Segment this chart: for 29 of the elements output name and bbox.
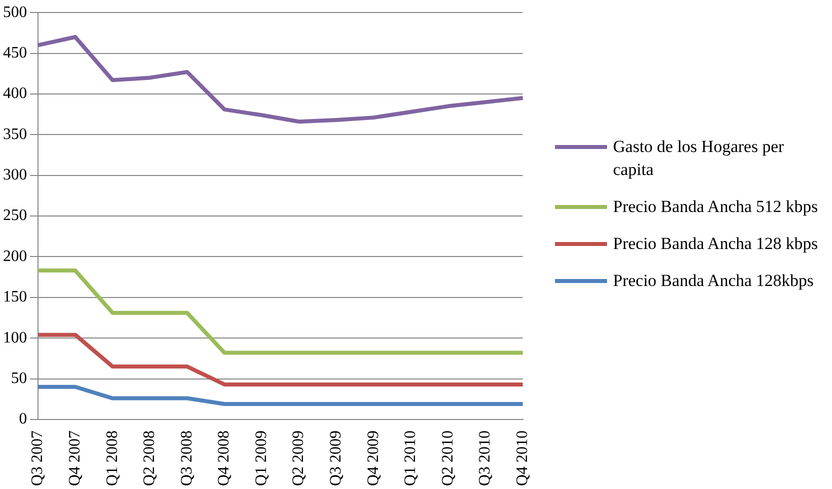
y-tick-label: 0 bbox=[19, 410, 27, 428]
x-tick-label: Q2 2008 bbox=[141, 430, 158, 486]
x-tick-label: Q3 2008 bbox=[178, 430, 196, 486]
x-tick-label: Q2 2009 bbox=[290, 430, 308, 486]
x-tick-label: Q4 2008 bbox=[216, 430, 233, 486]
y-tick-label: 150 bbox=[3, 288, 27, 306]
x-tick-label: Q3 2009 bbox=[328, 430, 345, 486]
y-tick-label: 50 bbox=[11, 370, 27, 387]
y-tick-label: 200 bbox=[3, 248, 27, 265]
x-tick-label: Q4 2007 bbox=[66, 430, 84, 486]
legend-label: Precio Banda Ancha 128kbps bbox=[613, 270, 814, 292]
x-tick-label: Q3 2007 bbox=[29, 430, 46, 486]
x-tick-label: Q4 2009 bbox=[364, 430, 382, 486]
x-tick-label: Q2 2010 bbox=[439, 430, 456, 486]
legend-label: Gasto de los Hogares per capita bbox=[613, 136, 785, 181]
y-tick-label: 100 bbox=[3, 329, 27, 346]
y-tick-label: 250 bbox=[3, 207, 27, 224]
legend-label: Precio Banda Ancha 128 kbps bbox=[613, 233, 818, 255]
x-tick-label: Q4 2010 bbox=[514, 430, 532, 486]
x-tick-label: Q1 2008 bbox=[104, 430, 121, 486]
x-tick-label: Q1 2009 bbox=[252, 430, 270, 486]
y-tick-label: 450 bbox=[3, 44, 27, 62]
legend-label: Precio Banda Ancha 512 kbps bbox=[613, 196, 818, 218]
y-tick-label: 350 bbox=[3, 126, 27, 143]
x-tick-label: Q1 2010 bbox=[402, 430, 420, 486]
y-tick-label: 500 bbox=[3, 4, 27, 21]
y-tick-label: 400 bbox=[3, 85, 27, 102]
y-tick-label: 300 bbox=[3, 166, 27, 184]
x-tick-label: Q3 2010 bbox=[476, 430, 494, 486]
